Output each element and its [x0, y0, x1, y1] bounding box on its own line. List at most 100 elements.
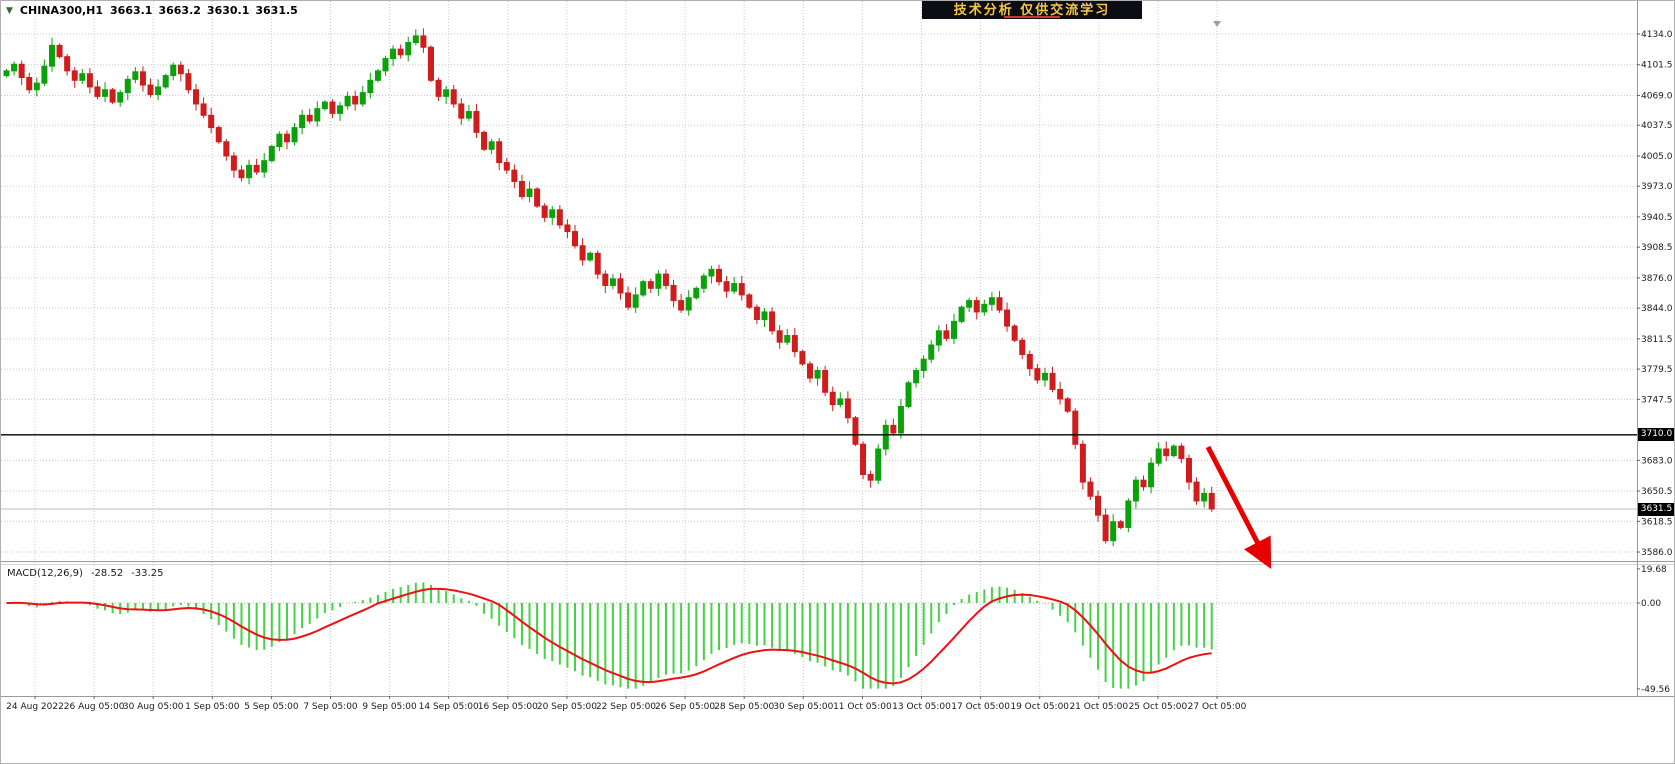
candle [185, 68, 192, 94]
candle [215, 125, 222, 144]
candle [632, 287, 639, 313]
candle [139, 66, 146, 92]
candle [291, 122, 298, 146]
candle [11, 61, 18, 76]
candle [200, 97, 207, 119]
candle [882, 419, 889, 456]
time-tick-label: 25 Oct 05:00 [1129, 702, 1188, 712]
time-tick-label: 7 Sep 05:00 [303, 702, 358, 712]
candle [844, 391, 851, 424]
time-tick-label: 5 Sep 05:00 [244, 702, 299, 712]
candle [155, 79, 162, 101]
candle [761, 308, 768, 328]
time-tick-label: 27 Oct 05:00 [1188, 702, 1247, 712]
ohlc-high: 3663.2 [158, 4, 201, 17]
candle [769, 307, 776, 335]
candle [208, 107, 215, 134]
candle [1087, 477, 1094, 501]
candle [238, 165, 245, 182]
price-tick-label: 4101.5 [1641, 61, 1673, 71]
chart-shift-marker-icon[interactable] [1213, 21, 1221, 27]
indicator-label: MACD(12,26,9) -28.52 -33.25 [7, 568, 163, 579]
candle [33, 77, 40, 97]
candle [594, 250, 601, 279]
candle [1102, 508, 1109, 544]
candle [966, 297, 973, 312]
candle [147, 78, 154, 98]
candle [943, 324, 950, 342]
macd-signal-line [6, 587, 1212, 685]
indicator-name: MACD(12,26,9) [7, 568, 83, 579]
candle [1041, 367, 1048, 387]
time-tick-label: 20 Sep 05:00 [537, 702, 597, 712]
candle [655, 270, 662, 296]
macd-histogram [13, 582, 1213, 689]
candle [806, 361, 813, 383]
candle [193, 84, 199, 111]
hline-price-tag: 3710.0 [1638, 428, 1674, 442]
candle [647, 278, 654, 294]
candle [867, 470, 874, 488]
symbol-dropdown-icon[interactable]: ▼ [6, 5, 13, 16]
candle [299, 109, 306, 135]
watermark: 技术分析 仅供交流学习 [922, 1, 1142, 19]
candle [791, 327, 798, 358]
candle [708, 265, 715, 284]
price-axis[interactable]: 4134.0 4101.5 4069.0 4037.5 4005.0 3973.0 3940… [1637, 30, 1673, 695]
trend-arrow[interactable] [1205, 445, 1272, 569]
candle [587, 251, 594, 262]
time-tick-label: 26 Aug 05:00 [64, 702, 125, 712]
candle [230, 152, 237, 178]
candle [443, 85, 450, 104]
candle [268, 144, 275, 163]
candle [897, 398, 904, 439]
candle [837, 392, 844, 408]
candle [56, 43, 63, 59]
price-tick-label: 3618.5 [1641, 517, 1673, 527]
candle [465, 104, 472, 121]
candle [170, 62, 177, 81]
candle [283, 130, 290, 150]
current-price-tag: 3631.5 [1638, 502, 1674, 516]
candle [1026, 350, 1033, 377]
candle [511, 164, 518, 189]
time-tick-label: 19 Oct 05:00 [1010, 702, 1069, 712]
candle [913, 367, 920, 388]
price-tick-label: 3876.0 [1641, 274, 1673, 284]
candle [890, 418, 897, 436]
candle [1049, 366, 1056, 393]
price-tick-label: 4037.5 [1641, 121, 1673, 131]
watermark-text: 技术分析 仅供交流学习 [953, 3, 1111, 18]
candle [117, 89, 124, 107]
candle [503, 157, 510, 174]
candle [625, 286, 632, 311]
candle [359, 85, 366, 107]
ohlc-values: 3663.1 3663.2 3630.1 3631.5 [110, 4, 298, 17]
candle [132, 67, 139, 84]
candle [276, 131, 283, 152]
candle [48, 37, 55, 72]
candle [253, 158, 260, 175]
ohlc-low: 3630.1 [206, 4, 250, 17]
candle [374, 68, 381, 83]
candle [458, 98, 465, 125]
candle [716, 264, 723, 286]
candle [1034, 363, 1041, 384]
ohlc-close: 3631.5 [255, 4, 298, 17]
candle [306, 108, 313, 124]
candle [102, 82, 109, 103]
time-tick-label: 22 Sep 05:00 [596, 702, 656, 712]
price-tick-label: 3973.0 [1641, 182, 1673, 192]
candle [996, 291, 1003, 313]
symbol-timeframe: CHINA300,H1 [19, 4, 104, 17]
candle [981, 299, 988, 316]
candle [1155, 442, 1162, 467]
price-tick-label: 3683.0 [1641, 456, 1673, 466]
candle [473, 103, 480, 138]
candle [731, 276, 738, 294]
candle [412, 29, 419, 46]
candle [1117, 519, 1124, 530]
candle [427, 45, 434, 83]
